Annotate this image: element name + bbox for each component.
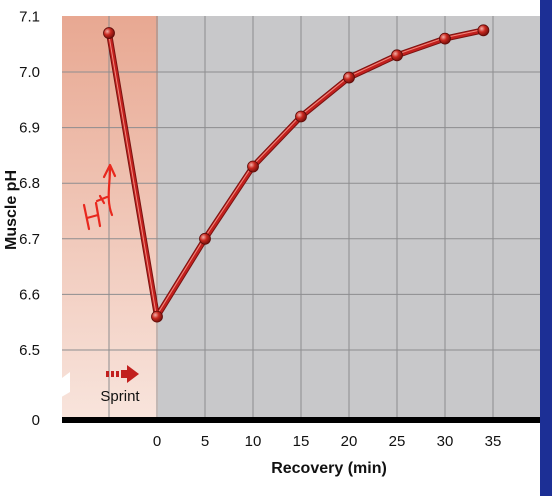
data-point xyxy=(151,310,163,323)
data-point xyxy=(391,49,403,62)
data-point xyxy=(477,24,490,37)
y-tick-label: 6.5 xyxy=(19,342,40,359)
y-tick-label: 6.6 xyxy=(19,286,40,303)
axis-break xyxy=(58,372,70,399)
y-tick-label: 6.8 xyxy=(19,175,40,192)
y-tick-label: 0 xyxy=(32,412,40,429)
sprint-region xyxy=(62,16,158,418)
x-tick-label: 35 xyxy=(485,433,502,450)
sprint-label: Sprint xyxy=(100,388,140,405)
x-tick-labels: 0 5 10 15 20 25 30 35 xyxy=(153,433,502,450)
x-axis-title: Recovery (min) xyxy=(271,460,387,477)
data-point xyxy=(247,160,259,173)
y-tick-label: 7.1 xyxy=(19,8,40,25)
blue-frame-bar xyxy=(540,0,552,496)
handwritten-h-plus-annotation xyxy=(82,163,117,231)
y-tick-label: 6.7 xyxy=(19,231,40,248)
x-tick-label: 15 xyxy=(293,433,310,450)
series-group xyxy=(103,24,490,323)
data-point xyxy=(199,232,211,245)
y-tick-label: 6.9 xyxy=(19,120,40,137)
sprint-arrow-icon xyxy=(106,365,139,383)
y-axis-title: Muscle pH xyxy=(3,170,20,250)
x-tick-label: 5 xyxy=(201,433,209,450)
x-tick-label: 30 xyxy=(437,433,454,450)
y-tick-label: 7.0 xyxy=(19,64,40,81)
data-point xyxy=(343,71,355,84)
x-tick-label: 20 xyxy=(341,433,358,450)
data-point xyxy=(295,110,307,123)
x-tick-label: 25 xyxy=(389,433,406,450)
data-point xyxy=(103,27,115,39)
x-axis-line xyxy=(62,417,540,423)
x-tick-label: 0 xyxy=(153,433,161,450)
data-point xyxy=(439,32,451,45)
x-tick-label: 10 xyxy=(245,433,262,450)
y-tick-labels: 0 6.5 6.6 6.7 6.8 6.9 7.0 7.1 xyxy=(19,8,40,429)
